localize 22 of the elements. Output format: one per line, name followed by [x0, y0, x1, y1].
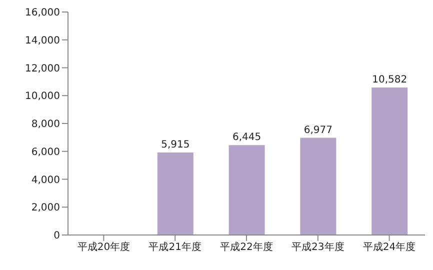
x-tick-label: 平成21年度	[148, 241, 202, 254]
y-tick-label: 0	[54, 230, 60, 242]
data-label: 5,915	[161, 140, 190, 151]
y-tick-label: 4,000	[31, 174, 60, 186]
x-tick-label: 平成22年度	[220, 241, 273, 254]
data-label: 10,582	[372, 74, 408, 86]
bar	[157, 152, 194, 235]
y-tick-label: 14,000	[25, 35, 60, 46]
y-tick-label: 12,000	[25, 63, 60, 74]
y-tick-label: 8,000	[31, 119, 60, 130]
bar	[372, 88, 408, 235]
y-tick-label: 6,000	[31, 146, 60, 158]
data-label: 6,445	[232, 132, 262, 144]
x-tick-label: 平成23年度	[292, 241, 344, 254]
y-tick-label: 16,000	[25, 8, 60, 19]
y-tick-label: 2,000	[31, 202, 60, 214]
x-tick-label: 平成20年度	[77, 241, 130, 254]
data-label: 6,977	[304, 124, 333, 136]
y-tick-label: 10,000	[25, 91, 60, 102]
bar	[300, 138, 336, 235]
x-tick-label: 平成24年度	[362, 241, 416, 254]
bar	[228, 145, 265, 235]
